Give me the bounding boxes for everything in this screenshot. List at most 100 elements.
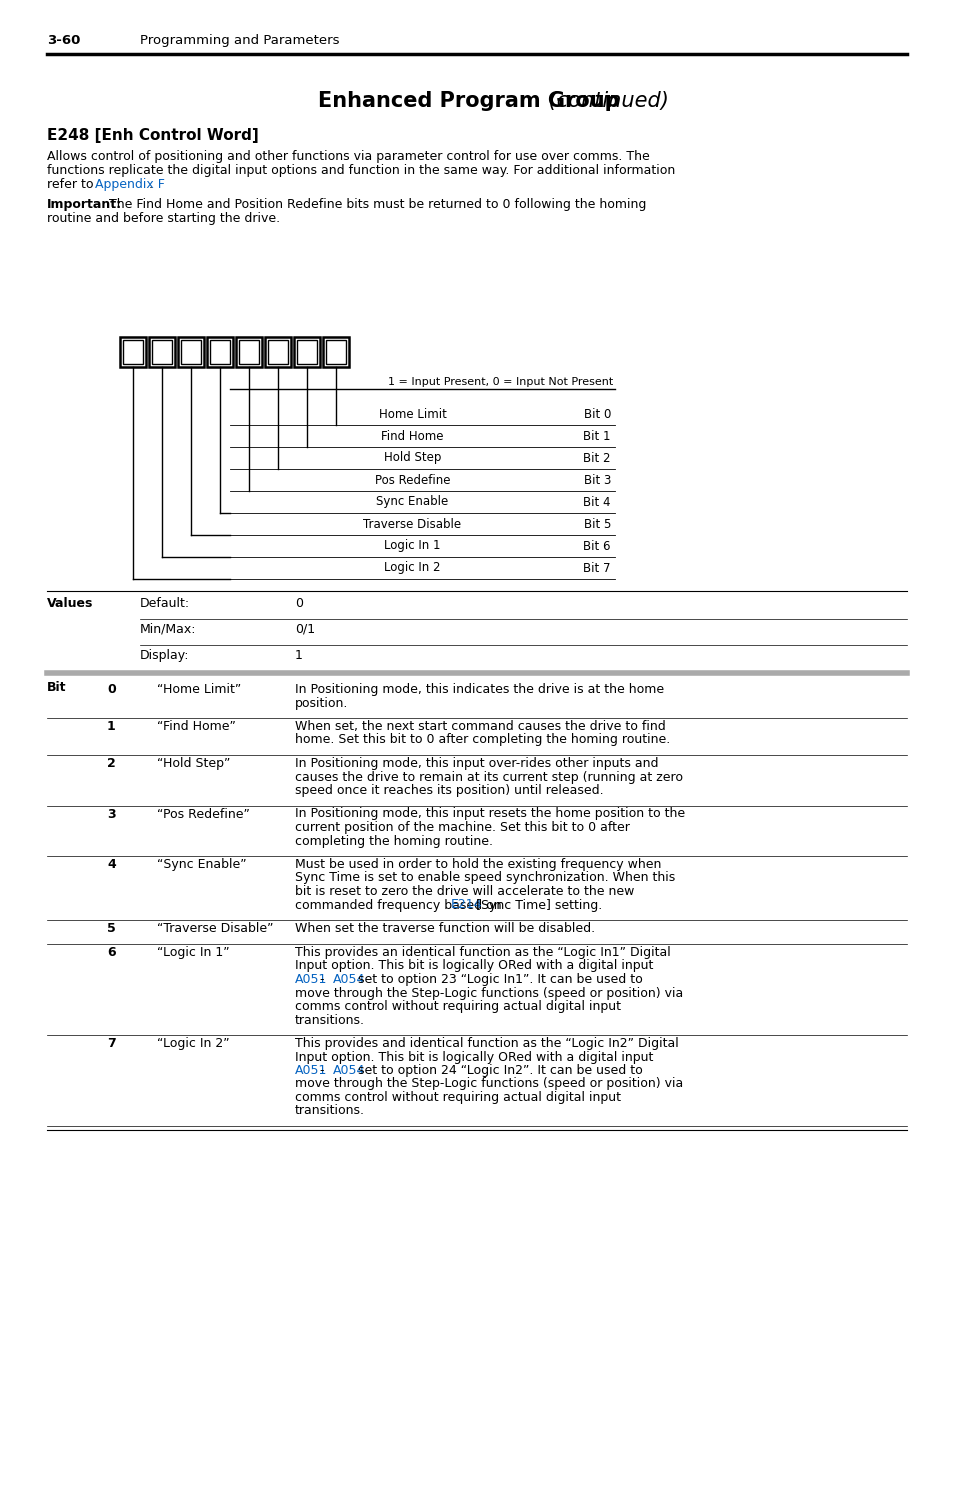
Text: 3: 3 xyxy=(107,807,115,821)
Text: routine and before starting the drive.: routine and before starting the drive. xyxy=(47,213,280,225)
Text: Bit 4: Bit 4 xyxy=(583,495,610,509)
Text: In Positioning mode, this input resets the home position to the: In Positioning mode, this input resets t… xyxy=(294,807,684,821)
Text: home. Set this bit to 0 after completing the homing routine.: home. Set this bit to 0 after completing… xyxy=(294,733,670,746)
Text: E248 [Enh Control Word]: E248 [Enh Control Word] xyxy=(47,128,258,143)
Bar xyxy=(210,341,230,364)
Text: When set the traverse function will be disabled.: When set the traverse function will be d… xyxy=(294,922,595,935)
Text: move through the Step-Logic functions (speed or position) via: move through the Step-Logic functions (s… xyxy=(294,986,682,999)
Bar xyxy=(152,341,172,364)
Text: Allows control of positioning and other functions via parameter control for use : Allows control of positioning and other … xyxy=(47,150,649,164)
Text: 5  “Traverse Disable”: 5 “Traverse Disable” xyxy=(145,922,277,935)
Bar xyxy=(326,341,346,364)
Text: A054: A054 xyxy=(333,972,364,986)
Bar xyxy=(239,341,258,364)
Text: Bit 0: Bit 0 xyxy=(583,407,610,421)
Text: Bit 2: Bit 2 xyxy=(583,452,610,464)
Text: A051: A051 xyxy=(294,1065,327,1077)
Text: -: - xyxy=(316,1065,329,1077)
Text: “Find Home”: “Find Home” xyxy=(157,720,235,733)
Text: Bit 3: Bit 3 xyxy=(583,473,610,486)
Text: 0  “Home Limit”: 0 “Home Limit” xyxy=(145,683,245,696)
Text: 7: 7 xyxy=(107,1036,115,1050)
Text: Bit 1: Bit 1 xyxy=(583,430,610,443)
Text: Default:: Default: xyxy=(140,596,190,610)
Text: Hold Step: Hold Step xyxy=(383,452,440,464)
Text: commanded frequency based on: commanded frequency based on xyxy=(294,898,505,912)
Text: 1: 1 xyxy=(294,648,302,662)
Text: -: - xyxy=(316,972,329,986)
Text: Home Limit: Home Limit xyxy=(378,407,446,421)
Bar xyxy=(268,341,288,364)
Text: Bit 5: Bit 5 xyxy=(583,517,610,531)
Text: “Home Limit”: “Home Limit” xyxy=(157,683,241,696)
Text: 1  “Find Home”: 1 “Find Home” xyxy=(145,720,239,733)
Text: 5: 5 xyxy=(107,922,115,935)
Text: Appendix F: Appendix F xyxy=(95,178,165,190)
Text: move through the Step-Logic functions (speed or position) via: move through the Step-Logic functions (s… xyxy=(294,1078,682,1090)
Bar xyxy=(265,338,291,367)
Text: This provides and identical function as the “Logic In2” Digital: This provides and identical function as … xyxy=(294,1036,678,1050)
Text: comms control without requiring actual digital input: comms control without requiring actual d… xyxy=(294,999,620,1013)
Text: 1: 1 xyxy=(107,720,115,733)
Text: “Pos Redefine”: “Pos Redefine” xyxy=(157,807,250,821)
Text: Enhanced Program Group: Enhanced Program Group xyxy=(317,91,619,112)
Text: E214: E214 xyxy=(450,898,481,912)
Text: Traverse Disable: Traverse Disable xyxy=(363,517,461,531)
Bar xyxy=(120,338,146,367)
Text: 6  “Logic In 1”: 6 “Logic In 1” xyxy=(145,946,233,959)
Text: “Hold Step”: “Hold Step” xyxy=(157,757,230,770)
Text: Sync Enable: Sync Enable xyxy=(376,495,448,509)
Bar xyxy=(294,338,319,367)
Text: Input option. This bit is logically ORed with a digital input: Input option. This bit is logically ORed… xyxy=(294,959,653,972)
Text: 4  “Sync Enable”: 4 “Sync Enable” xyxy=(145,858,251,871)
Text: Bit 6: Bit 6 xyxy=(583,540,610,553)
Text: Pos Redefine: Pos Redefine xyxy=(375,473,450,486)
Bar xyxy=(181,341,201,364)
Text: 0: 0 xyxy=(294,596,303,610)
Text: Bit: Bit xyxy=(47,681,67,694)
Bar xyxy=(235,338,262,367)
Text: A054: A054 xyxy=(333,1065,364,1077)
Text: Must be used in order to hold the existing frequency when: Must be used in order to hold the existi… xyxy=(294,858,660,871)
Text: “Logic In 1”: “Logic In 1” xyxy=(157,946,230,959)
Text: Bit 7: Bit 7 xyxy=(583,562,610,574)
Text: 3-60: 3-60 xyxy=(47,34,80,48)
Text: Input option. This bit is logically ORed with a digital input: Input option. This bit is logically ORed… xyxy=(294,1050,653,1063)
Bar xyxy=(178,338,204,367)
Text: refer to: refer to xyxy=(47,178,97,190)
Text: speed once it reaches its position) until released.: speed once it reaches its position) unti… xyxy=(294,784,603,797)
Text: 0/1: 0/1 xyxy=(294,623,314,636)
Text: completing the homing routine.: completing the homing routine. xyxy=(294,834,493,848)
Bar xyxy=(123,341,143,364)
Text: 1 = Input Present, 0 = Input Not Present: 1 = Input Present, 0 = Input Not Present xyxy=(387,378,613,387)
Text: bit is reset to zero the drive will accelerate to the new: bit is reset to zero the drive will acce… xyxy=(294,885,634,898)
Text: “Sync Enable”: “Sync Enable” xyxy=(157,858,247,871)
Text: 2: 2 xyxy=(107,757,115,770)
Text: 0: 0 xyxy=(107,683,115,696)
Text: A051: A051 xyxy=(294,972,327,986)
Text: transitions.: transitions. xyxy=(294,1014,365,1026)
Text: set to option 24 “Logic In2”. It can be used to: set to option 24 “Logic In2”. It can be … xyxy=(354,1065,642,1077)
Bar xyxy=(149,338,174,367)
Bar xyxy=(296,341,316,364)
Text: Min/Max:: Min/Max: xyxy=(140,623,196,636)
Text: 3  “Pos Redefine”: 3 “Pos Redefine” xyxy=(145,807,253,821)
Text: comms control without requiring actual digital input: comms control without requiring actual d… xyxy=(294,1091,620,1103)
Text: Programming and Parameters: Programming and Parameters xyxy=(140,34,339,48)
Text: In Positioning mode, this input over-rides other inputs and: In Positioning mode, this input over-rid… xyxy=(294,757,658,770)
Text: “Logic In 2”: “Logic In 2” xyxy=(157,1036,230,1050)
Text: (continued): (continued) xyxy=(542,91,669,112)
Text: Logic In 2: Logic In 2 xyxy=(384,562,440,574)
Text: Important:: Important: xyxy=(47,198,122,211)
Text: In Positioning mode, this indicates the drive is at the home: In Positioning mode, this indicates the … xyxy=(294,683,663,696)
Text: Display:: Display: xyxy=(140,648,190,662)
Bar xyxy=(207,338,233,367)
Text: Logic In 1: Logic In 1 xyxy=(384,540,440,553)
Text: Sync Time is set to enable speed synchronization. When this: Sync Time is set to enable speed synchro… xyxy=(294,871,675,885)
Text: Values: Values xyxy=(47,596,93,610)
Bar xyxy=(323,338,349,367)
Text: Find Home: Find Home xyxy=(381,430,443,443)
Text: [Sync Time] setting.: [Sync Time] setting. xyxy=(471,898,601,912)
Text: 2  “Hold Step”: 2 “Hold Step” xyxy=(145,757,234,770)
Text: “Traverse Disable”: “Traverse Disable” xyxy=(157,922,274,935)
